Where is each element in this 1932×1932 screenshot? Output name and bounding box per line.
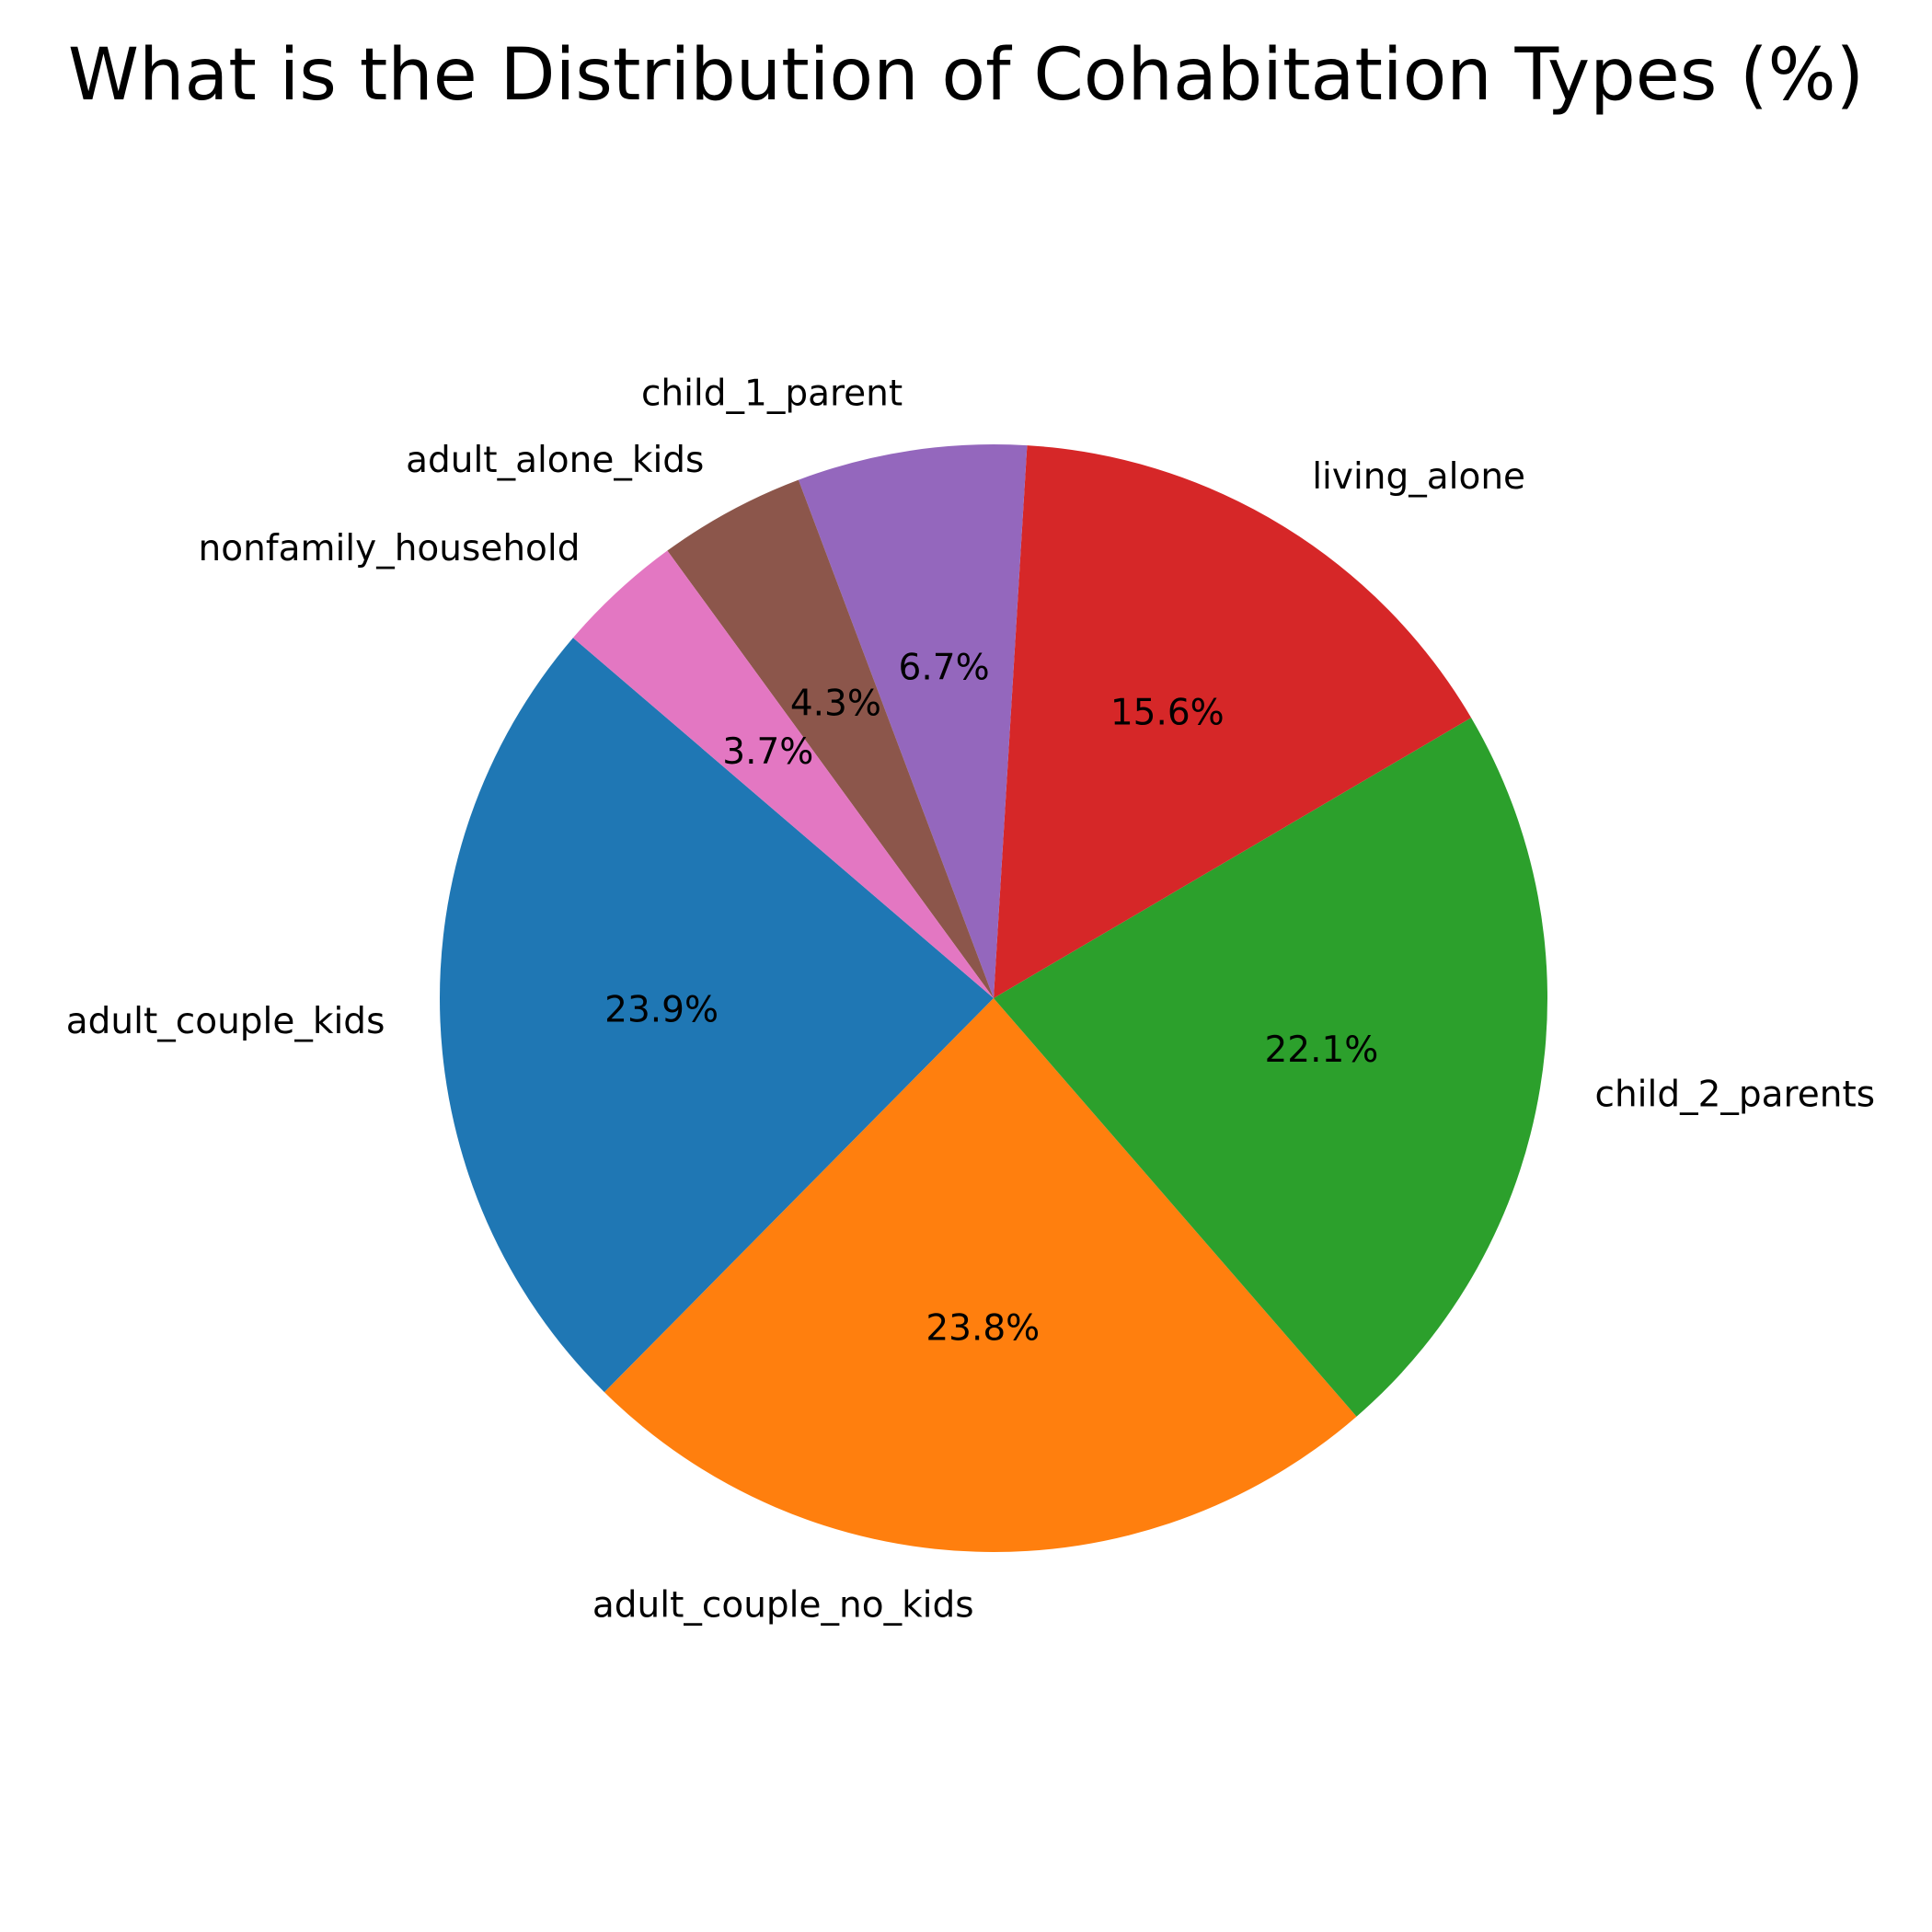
pie-slice-living-alone — [994, 445, 1472, 999]
pct-label-adult-couple-kids: 23.9% — [604, 990, 719, 1031]
pie-slice-child-2-parents — [994, 718, 1547, 1417]
pie-labels: adult_couple_kids 23.9% adult_couple_no_ki… — [66, 374, 1875, 1627]
pie-slice-nonfamily-household — [572, 550, 994, 998]
pct-label-living-alone: 15.6% — [1110, 693, 1225, 734]
pct-label-adult-alone-kids: 4.3% — [790, 684, 881, 725]
slice-label-adult-couple-no-kids: adult_couple_no_kids — [592, 1584, 974, 1626]
pct-label-nonfamily-household: 3.7% — [722, 731, 813, 773]
chart-title: What is the Distribution of Cohabitation… — [68, 34, 1864, 117]
pie-slice-child-1-parent — [798, 443, 1028, 998]
pie-slice-adult-couple-no-kids — [604, 998, 1357, 1553]
slice-label-child-1-parent: child_1_parent — [641, 374, 903, 415]
pct-label-child-2-parents: 22.1% — [1264, 1029, 1378, 1071]
slice-label-nonfamily-household: nonfamily_household — [199, 528, 581, 569]
pct-label-adult-couple-no-kids: 23.8% — [926, 1308, 1040, 1350]
pie-slices — [439, 443, 1547, 1553]
slice-label-adult-couple-kids: adult_couple_kids — [66, 1001, 385, 1042]
pie-slice-adult-alone-kids — [667, 479, 994, 998]
slice-label-child-2-parents: child_2_parents — [1595, 1075, 1876, 1116]
slice-label-living-alone: living_alone — [1312, 456, 1525, 498]
pie-slice-adult-couple-kids — [439, 638, 995, 1393]
pct-label-child-1-parent: 6.7% — [899, 647, 990, 688]
slice-label-adult-alone-kids: adult_alone_kids — [406, 440, 704, 481]
